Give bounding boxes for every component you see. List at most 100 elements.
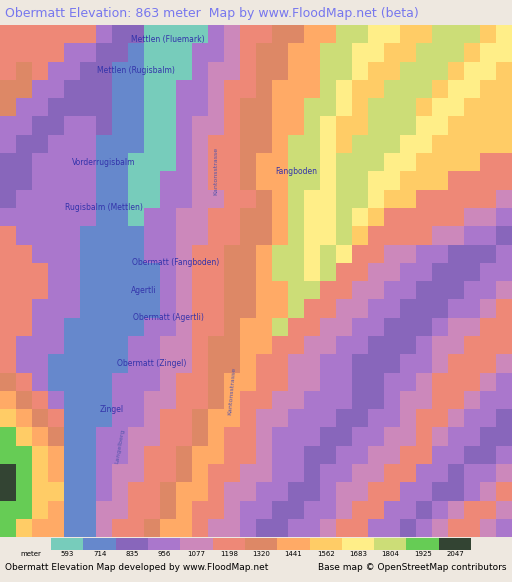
Bar bbox=[32, 263, 48, 281]
Bar bbox=[432, 354, 448, 372]
Bar bbox=[128, 281, 144, 299]
Bar bbox=[400, 446, 416, 464]
Bar bbox=[288, 299, 304, 318]
Bar bbox=[0, 98, 16, 116]
Bar bbox=[192, 427, 208, 446]
Bar bbox=[352, 501, 368, 519]
Bar bbox=[304, 226, 320, 244]
Bar bbox=[32, 354, 48, 372]
Bar bbox=[96, 62, 112, 80]
Bar bbox=[272, 226, 288, 244]
Bar bbox=[64, 244, 80, 263]
Bar bbox=[352, 190, 368, 208]
Bar bbox=[352, 263, 368, 281]
Bar bbox=[480, 482, 496, 501]
Bar bbox=[416, 244, 432, 263]
Text: Rugisbalm (Mettlen): Rugisbalm (Mettlen) bbox=[65, 204, 143, 212]
Bar bbox=[224, 446, 240, 464]
Bar bbox=[64, 464, 80, 482]
Bar bbox=[496, 427, 512, 446]
Bar bbox=[288, 43, 304, 62]
Bar bbox=[128, 464, 144, 482]
Bar bbox=[208, 190, 224, 208]
Bar bbox=[352, 116, 368, 135]
Bar bbox=[400, 80, 416, 98]
Bar bbox=[480, 208, 496, 226]
Bar bbox=[224, 80, 240, 98]
Text: Kantonsstrasse: Kantonsstrasse bbox=[227, 367, 237, 415]
Bar bbox=[448, 391, 464, 409]
Bar bbox=[32, 409, 48, 427]
Bar bbox=[352, 208, 368, 226]
Bar bbox=[304, 446, 320, 464]
Bar bbox=[352, 427, 368, 446]
Bar bbox=[352, 482, 368, 501]
Bar bbox=[432, 171, 448, 190]
Bar bbox=[432, 190, 448, 208]
Bar bbox=[368, 281, 384, 299]
Bar bbox=[212, 538, 245, 549]
Bar bbox=[96, 427, 112, 446]
Bar bbox=[464, 446, 480, 464]
Bar bbox=[448, 299, 464, 318]
Text: Mettlen (Fluemark): Mettlen (Fluemark) bbox=[131, 35, 205, 44]
Bar bbox=[176, 299, 192, 318]
Bar bbox=[480, 263, 496, 281]
Bar bbox=[240, 299, 256, 318]
Bar bbox=[256, 116, 272, 135]
Bar bbox=[496, 409, 512, 427]
Bar bbox=[16, 171, 32, 190]
Bar bbox=[144, 336, 160, 354]
Bar bbox=[96, 263, 112, 281]
Text: 1198: 1198 bbox=[220, 551, 238, 557]
Bar bbox=[272, 519, 288, 537]
Bar bbox=[272, 281, 288, 299]
Bar bbox=[176, 25, 192, 43]
Bar bbox=[240, 190, 256, 208]
Bar bbox=[352, 409, 368, 427]
Bar bbox=[224, 25, 240, 43]
Bar bbox=[384, 244, 400, 263]
Bar bbox=[288, 135, 304, 153]
Bar bbox=[480, 80, 496, 98]
Bar bbox=[320, 446, 336, 464]
Bar bbox=[336, 25, 352, 43]
Bar bbox=[464, 519, 480, 537]
Bar bbox=[464, 244, 480, 263]
Bar bbox=[48, 80, 64, 98]
Bar bbox=[368, 98, 384, 116]
Bar bbox=[368, 25, 384, 43]
Bar bbox=[208, 464, 224, 482]
Bar bbox=[384, 427, 400, 446]
Bar bbox=[128, 80, 144, 98]
Bar bbox=[256, 226, 272, 244]
Bar bbox=[112, 135, 128, 153]
Bar bbox=[272, 25, 288, 43]
Bar bbox=[384, 98, 400, 116]
Bar bbox=[320, 98, 336, 116]
Bar bbox=[64, 372, 80, 391]
Bar bbox=[288, 318, 304, 336]
Bar bbox=[64, 25, 80, 43]
Bar bbox=[448, 244, 464, 263]
Bar bbox=[320, 116, 336, 135]
Bar bbox=[272, 98, 288, 116]
Bar bbox=[208, 43, 224, 62]
Bar bbox=[304, 519, 320, 537]
Bar bbox=[320, 80, 336, 98]
Bar bbox=[240, 446, 256, 464]
Bar bbox=[256, 244, 272, 263]
Bar bbox=[416, 501, 432, 519]
Bar bbox=[0, 43, 16, 62]
Bar bbox=[416, 98, 432, 116]
Bar bbox=[48, 153, 64, 171]
Bar bbox=[448, 208, 464, 226]
Bar bbox=[0, 25, 16, 43]
Bar bbox=[272, 263, 288, 281]
Bar bbox=[208, 409, 224, 427]
Bar bbox=[80, 263, 96, 281]
Bar bbox=[416, 409, 432, 427]
Bar bbox=[48, 336, 64, 354]
Bar bbox=[288, 501, 304, 519]
Bar bbox=[208, 171, 224, 190]
